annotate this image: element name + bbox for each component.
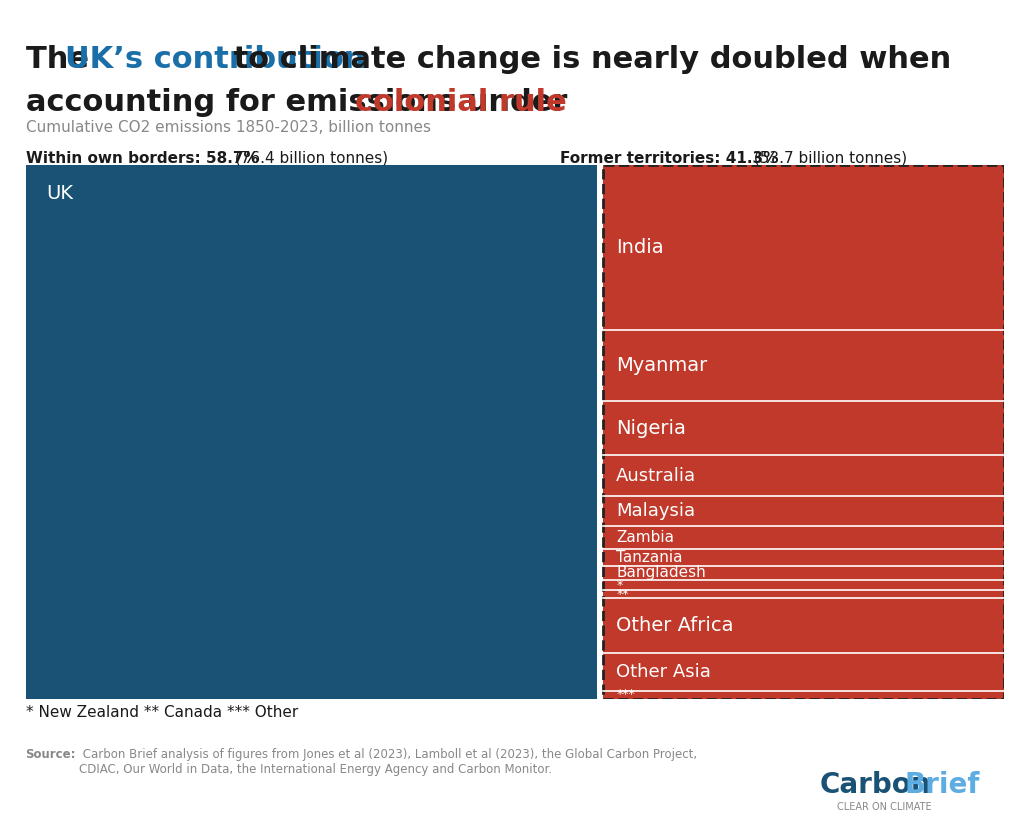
Text: Within own borders: 58.7%: Within own borders: 58.7% [26,151,258,165]
Text: Australia: Australia [616,467,696,485]
Text: Source:: Source: [26,748,76,762]
Text: *: * [616,579,623,591]
Text: accounting for emissions under: accounting for emissions under [26,88,578,117]
Text: (76.4 billion tonnes): (76.4 billion tonnes) [230,151,388,165]
Text: Tanzania: Tanzania [616,550,683,565]
Bar [26,165,597,699]
Bar [602,165,1004,699]
Text: The: The [26,45,99,74]
Text: Bangladesh: Bangladesh [616,566,706,581]
Text: Nigeria: Nigeria [616,418,686,437]
Text: Carbon: Carbon [819,771,931,799]
Text: Other Asia: Other Asia [616,663,711,681]
Text: * New Zealand ** Canada *** Other: * New Zealand ** Canada *** Other [26,705,298,719]
Text: Other Africa: Other Africa [616,616,734,635]
Bar [602,165,1004,699]
Text: Brief: Brief [904,771,980,799]
Text: Zambia: Zambia [616,530,674,546]
Text: **: ** [616,587,629,600]
Text: India: India [616,238,664,257]
Text: Myanmar: Myanmar [616,356,708,375]
Text: UK’s contribution: UK’s contribution [65,45,365,74]
Text: Carbon Brief analysis of figures from Jones et al (2023), Lamboll et al (2023), : Carbon Brief analysis of figures from Jo… [79,748,697,777]
Text: Malaysia: Malaysia [616,503,695,520]
Text: to climate change is nearly doubled when: to climate change is nearly doubled when [223,45,951,74]
Text: CLEAR ON CLIMATE: CLEAR ON CLIMATE [837,802,931,812]
Text: colonial rule: colonial rule [355,88,567,117]
Text: Former territories: 41.3%: Former territories: 41.3% [560,151,778,165]
Text: Cumulative CO2 emissions 1850-2023, billion tonnes: Cumulative CO2 emissions 1850-2023, bill… [26,120,431,135]
Text: ***: *** [616,689,635,701]
Text: (53.7 billion tonnes): (53.7 billion tonnes) [749,151,906,165]
Text: UK: UK [46,184,73,203]
